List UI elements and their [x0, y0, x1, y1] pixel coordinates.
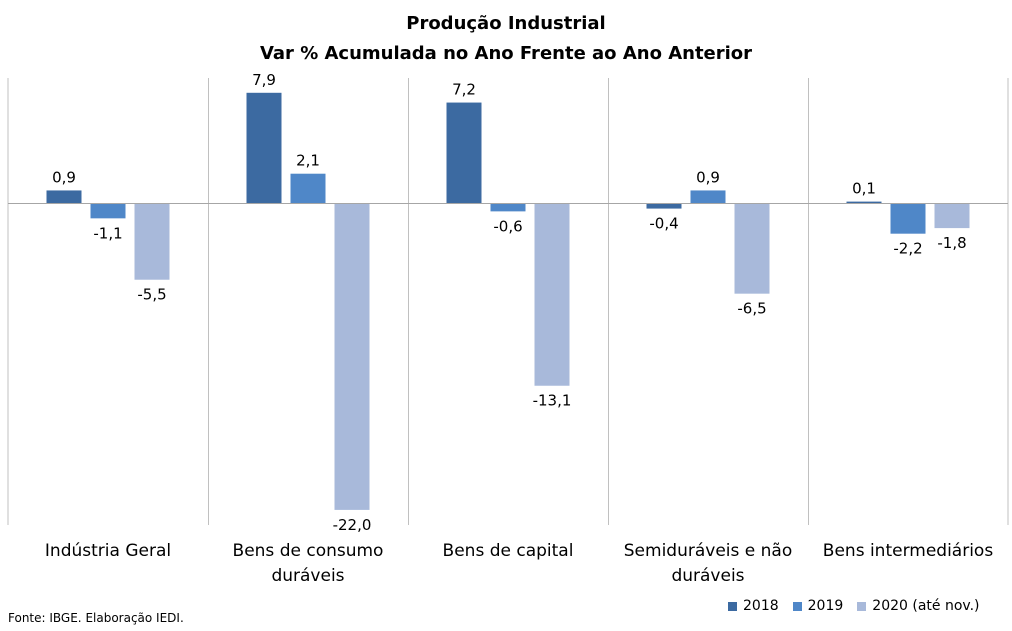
source-note: Fonte: IBGE. Elaboração IEDI. [8, 611, 184, 625]
category-label: duráveis [671, 566, 744, 586]
legend-label-2019: 2019 [807, 598, 844, 614]
bar [690, 190, 726, 203]
chart-subtitle: Var % Acumulada no Ano Frente ao Ano Ant… [259, 43, 753, 64]
bar [46, 190, 82, 203]
data-label: 0,9 [52, 168, 76, 186]
legend-swatch-2019 [792, 601, 802, 611]
data-label: -1,8 [937, 234, 966, 252]
category-label: Indústria Geral [45, 541, 171, 561]
data-label: -22,0 [333, 516, 372, 534]
bar [734, 203, 770, 294]
data-label: -13,1 [533, 392, 572, 410]
bar [490, 203, 526, 212]
data-label: 0,9 [696, 168, 720, 186]
legend-swatch-2020 [857, 601, 867, 611]
data-label: 7,9 [252, 71, 276, 89]
legend-item-2018: 2018 [728, 598, 779, 614]
data-label: 2,1 [296, 152, 320, 170]
legend-label-2018: 2018 [743, 598, 779, 614]
legend-label-2020: 2020 (até nov.) [872, 598, 980, 614]
data-label: -0,4 [649, 215, 678, 233]
data-label: 0,1 [852, 180, 876, 198]
legend-swatch-2018 [728, 601, 737, 611]
bar [934, 203, 970, 229]
category-label: Bens de consumo [233, 541, 384, 561]
category-label: duráveis [271, 566, 344, 586]
bar [290, 173, 326, 203]
bar [446, 102, 482, 203]
category-label: Bens intermediários [823, 541, 994, 561]
bar [134, 203, 170, 280]
legend-item-2019: 2019 [792, 598, 844, 614]
bar [534, 203, 570, 386]
data-label: -1,1 [93, 224, 122, 242]
bar [246, 92, 282, 203]
category-label: Semiduráveis e não [624, 541, 792, 561]
data-label: -6,5 [737, 300, 766, 318]
bar [334, 203, 370, 510]
legend: 2018 2019 2020 (até nov.) [728, 598, 980, 614]
data-label: 7,2 [452, 81, 476, 99]
data-label: -5,5 [137, 286, 166, 304]
chart-title: Produção Industrial [406, 13, 606, 34]
bar [846, 201, 882, 203]
data-label: -0,6 [493, 217, 522, 235]
data-label: -2,2 [893, 240, 922, 258]
bar [646, 203, 682, 209]
bar [890, 203, 926, 234]
legend-item-2020: 2020 (até nov.) [857, 598, 980, 614]
category-label: Bens de capital [443, 541, 574, 561]
bar [90, 203, 126, 219]
